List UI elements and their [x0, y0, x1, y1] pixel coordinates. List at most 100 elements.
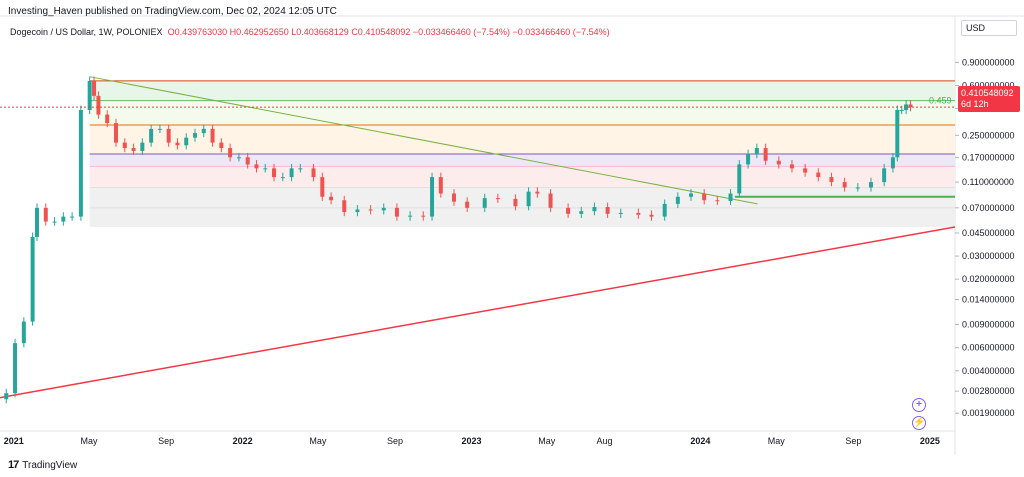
- candle-body: [342, 200, 347, 213]
- candle-body: [140, 142, 145, 151]
- candle-body: [92, 80, 97, 96]
- y-tick-label: 0.110000000: [962, 177, 1014, 187]
- candle-body: [245, 157, 250, 165]
- currency-button[interactable]: USD: [961, 20, 1017, 36]
- candle-body: [675, 196, 680, 204]
- price-zone-2: [89, 124, 956, 155]
- x-tick-label: May: [309, 436, 327, 446]
- candle-body: [70, 216, 75, 218]
- candle-body: [394, 207, 399, 217]
- candle-body: [236, 157, 241, 159]
- candle-body: [789, 164, 794, 169]
- candle-body: [43, 207, 48, 222]
- candle-body: [855, 187, 860, 189]
- candle-body: [605, 207, 610, 214]
- candle-body: [899, 110, 904, 112]
- candle-body: [535, 191, 540, 194]
- candle-body: [193, 133, 198, 138]
- candle-body: [30, 236, 35, 322]
- candle-body: [13, 343, 18, 394]
- candle-body: [566, 207, 571, 214]
- candle-body: [355, 209, 360, 213]
- candle-body: [662, 203, 667, 217]
- candle-body: [636, 212, 641, 215]
- time-axis[interactable]: 2021 May Sep 2022 May Sep 2023 May Aug 2024 May Sep…: [4, 436, 940, 446]
- candle-body: [105, 114, 110, 124]
- candle-body: [298, 168, 303, 170]
- candle-body: [816, 172, 821, 178]
- candle-body: [21, 321, 26, 344]
- y-tick-label: 0.030000000: [962, 251, 1015, 261]
- candle-body: [451, 193, 456, 202]
- candle-body: [254, 164, 259, 169]
- price-zone-3: [89, 154, 956, 167]
- candle-body: [4, 393, 9, 400]
- price-series: [4, 76, 913, 404]
- candle-body: [430, 177, 435, 217]
- candle-body: [149, 128, 154, 143]
- candle-body: [513, 198, 518, 207]
- candle-body: [408, 215, 413, 217]
- candle-body: [438, 177, 443, 194]
- candle-body: [289, 168, 294, 178]
- candle-body: [548, 193, 553, 208]
- tradingview-footer[interactable]: 17 TradingView: [8, 459, 77, 471]
- y-tick-label: 0.600000000: [962, 80, 1015, 90]
- candle-body: [776, 160, 781, 165]
- candle-body: [579, 211, 584, 214]
- candle-body: [320, 177, 325, 197]
- candle-body: [803, 168, 808, 173]
- x-tick-label: 2024: [690, 436, 710, 446]
- candle-body: [78, 110, 83, 217]
- candle-body: [465, 201, 470, 208]
- candle-body: [166, 128, 171, 143]
- candle-body: [280, 177, 285, 179]
- candle-body: [592, 207, 597, 212]
- candle-body: [52, 221, 57, 223]
- ohlc-open: O0.439763030: [167, 27, 228, 37]
- x-tick-label: Sep: [387, 436, 403, 446]
- candle-body: [763, 148, 768, 161]
- add-alert-icon[interactable]: +: [912, 398, 926, 412]
- bar-countdown: 6d 12h: [961, 99, 989, 109]
- candle-body: [890, 157, 895, 169]
- price-zone-1: [89, 100, 956, 125]
- candle-body: [61, 216, 66, 222]
- lightning-icon[interactable]: ⚡: [912, 416, 926, 430]
- candle-body: [689, 193, 694, 197]
- candle-body: [157, 128, 162, 130]
- x-tick-label: 2021: [4, 436, 24, 446]
- candle-body: [868, 182, 873, 188]
- candle-body: [746, 154, 751, 165]
- tradingview-brand: TradingView: [22, 459, 78, 471]
- tradingview-logo-icon: 17: [8, 459, 19, 471]
- candle-body: [526, 191, 531, 207]
- symbol-title[interactable]: Dogecoin / US Dollar, 1W, POLONIEX: [10, 27, 163, 37]
- symbol-legend[interactable]: Dogecoin / US Dollar, 1W, POLONIEX O0.43…: [10, 27, 610, 37]
- ohlc-change-pct: −0.033466460 (−7.54%): [512, 27, 610, 37]
- price-zone-4: [89, 166, 956, 188]
- candle-body: [114, 123, 119, 143]
- price-zone-0: [89, 80, 956, 101]
- candle-body: [882, 168, 887, 183]
- candle-body: [87, 80, 92, 111]
- x-tick-label: Sep: [158, 436, 174, 446]
- publisher-line: Investing_Haven published on TradingView…: [8, 6, 337, 17]
- candle-body: [381, 207, 386, 211]
- candle-body: [482, 198, 487, 208]
- candle-body: [122, 142, 127, 149]
- ohlc-close: C0.410548092: [351, 27, 411, 37]
- target-price-label: 0.459: [929, 96, 952, 106]
- y-tick-label: 0.250000000: [962, 130, 1015, 140]
- candle-body: [329, 196, 334, 201]
- candle-body: [175, 142, 180, 146]
- candle-body: [311, 168, 316, 178]
- last-price-value: 0.410548092: [961, 88, 1014, 98]
- last-price-tag: 0.410548092 6d 12h: [958, 86, 1020, 112]
- price-zone-5: [89, 187, 956, 227]
- candle-body: [895, 110, 900, 158]
- candle-body: [263, 168, 268, 170]
- y-tick-label: 0.009000000: [962, 320, 1015, 330]
- ohlc-low: L0.403668129: [291, 27, 349, 37]
